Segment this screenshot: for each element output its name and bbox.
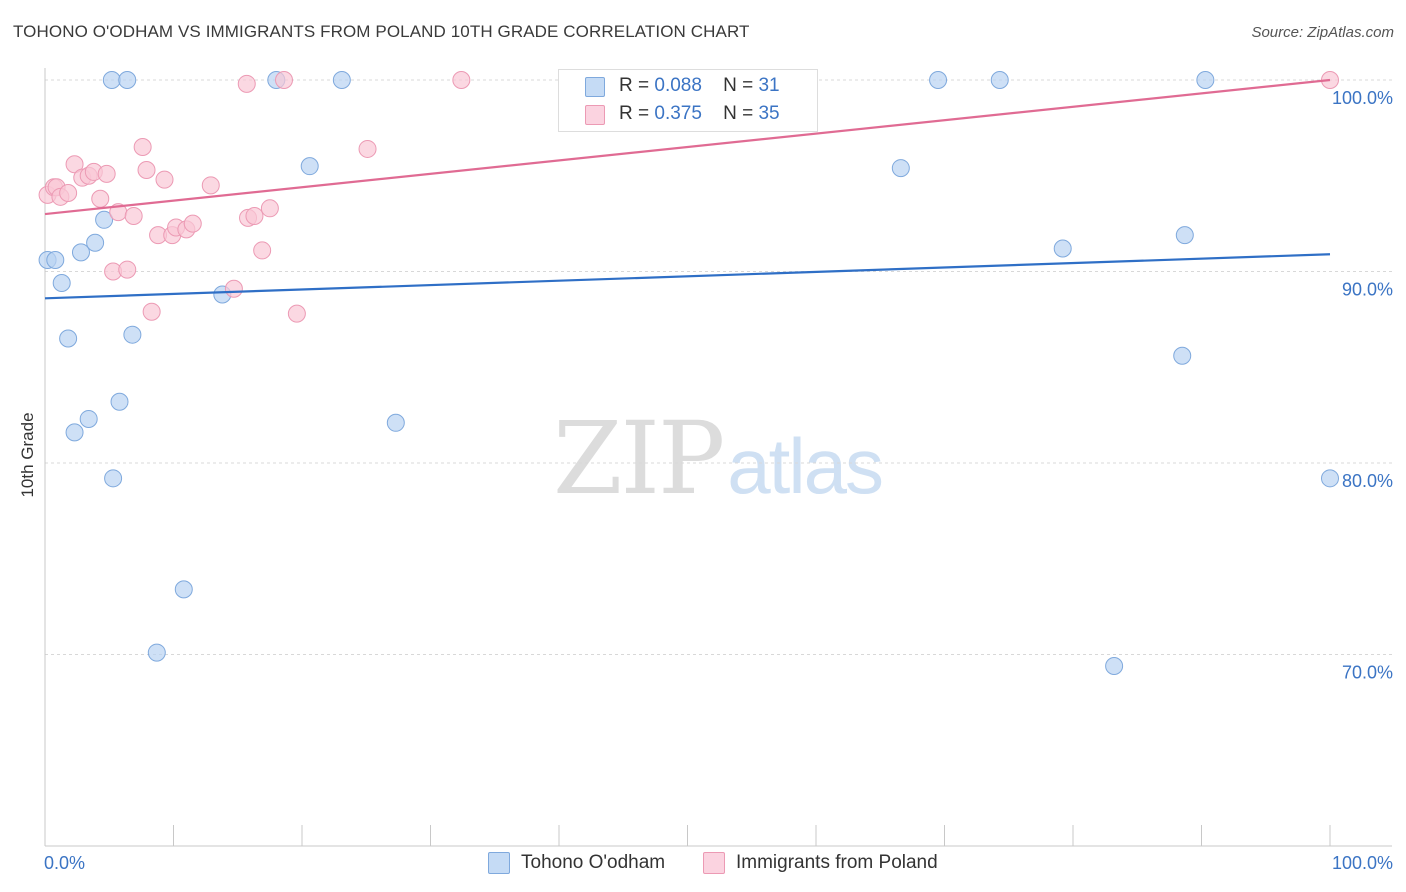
point-tohono	[65, 423, 84, 442]
legend-r-value: 0.375	[654, 103, 702, 124]
point-tohono	[104, 469, 123, 488]
point-tohono	[1321, 469, 1339, 488]
legend-n-value: 35	[758, 103, 780, 124]
point-poland	[287, 304, 306, 323]
watermark: ZIPatlas	[553, 400, 884, 517]
point-tohono	[110, 392, 129, 411]
legend-swatch-blue	[585, 77, 605, 97]
y-axis-label: 10th Grade	[18, 412, 37, 498]
y-tick-label: 90.0%	[1342, 280, 1393, 300]
y-tick-label: 80.0%	[1342, 471, 1393, 491]
correlation-legend: R = 0.088 N = 31 R = 0.375 N = 35	[558, 69, 818, 132]
point-poland	[275, 71, 294, 89]
point-poland	[358, 139, 377, 158]
point-tohono	[1196, 71, 1215, 89]
chart-title: TOHONO O'ODHAM VS IMMIGRANTS FROM POLAND…	[13, 22, 750, 41]
point-poland	[59, 183, 78, 202]
point-poland	[124, 206, 143, 225]
point-poland	[118, 260, 137, 279]
point-tohono	[52, 273, 71, 292]
point-tohono	[990, 71, 1009, 89]
bottom-legend-poland: Immigrants from Poland	[703, 852, 938, 874]
point-tohono	[332, 71, 351, 89]
y-tick-label: 100.0%	[1332, 88, 1393, 108]
point-tohono	[71, 243, 90, 262]
point-poland	[245, 206, 264, 225]
x-tick-label-min: 0.0%	[44, 853, 85, 873]
point-poland	[142, 302, 161, 321]
point-tohono	[59, 329, 78, 348]
point-tohono	[1105, 656, 1124, 675]
point-tohono	[1175, 226, 1194, 245]
legend-n-label: N =	[723, 75, 754, 96]
point-tohono	[929, 71, 948, 89]
legend-r-value: 0.088	[654, 75, 702, 96]
point-tohono	[1053, 239, 1072, 258]
point-poland	[65, 155, 84, 174]
point-poland	[97, 164, 116, 183]
legend-r-label: R =	[619, 103, 650, 124]
point-poland	[201, 176, 220, 195]
legend-swatch-pink	[585, 105, 605, 125]
point-tohono	[300, 157, 319, 176]
point-tohono	[891, 159, 910, 178]
point-tohono	[118, 71, 137, 89]
bottom-legend-swatch-blue	[488, 852, 510, 874]
x-tick-label-max: 100.0%	[1332, 853, 1393, 873]
point-poland	[137, 161, 156, 180]
point-poland	[155, 170, 174, 189]
point-tohono	[386, 413, 405, 432]
point-poland	[224, 279, 243, 298]
bottom-legend-label-poland: Immigrants from Poland	[736, 852, 938, 873]
point-tohono	[95, 210, 114, 229]
point-poland	[183, 214, 202, 233]
point-tohono	[174, 580, 193, 599]
bottom-legend-swatch-pink	[703, 852, 725, 874]
point-tohono	[46, 251, 65, 270]
bottom-legend-label-tohono: Tohono O'odham	[521, 852, 666, 873]
legend-r-label: R =	[619, 75, 650, 96]
point-tohono	[86, 233, 105, 252]
legend-text-tohono: R = 0.088 N = 31	[619, 75, 780, 97]
bottom-legend-tohono: Tohono O'odham	[488, 852, 665, 874]
y-tick-label: 70.0%	[1342, 663, 1393, 683]
point-poland	[452, 71, 471, 89]
point-poland	[260, 199, 279, 218]
watermark-atlas: atlas	[727, 422, 884, 510]
point-tohono	[147, 643, 166, 662]
trendline-tohono	[44, 253, 1331, 300]
source-label: Source: ZipAtlas.com	[1251, 24, 1394, 41]
point-tohono	[79, 409, 98, 428]
point-tohono	[1173, 346, 1192, 365]
point-tohono	[102, 71, 121, 89]
point-poland	[133, 138, 152, 157]
point-poland	[253, 241, 272, 260]
trendline-poland	[44, 78, 1331, 216]
watermark-zip: ZIP	[553, 400, 725, 517]
legend-n-label: N =	[723, 103, 754, 124]
legend-n-value: 31	[758, 75, 780, 96]
point-poland	[91, 189, 110, 208]
legend-text-poland: R = 0.375 N = 35	[619, 103, 780, 125]
point-tohono	[123, 325, 142, 344]
point-poland	[237, 74, 256, 93]
